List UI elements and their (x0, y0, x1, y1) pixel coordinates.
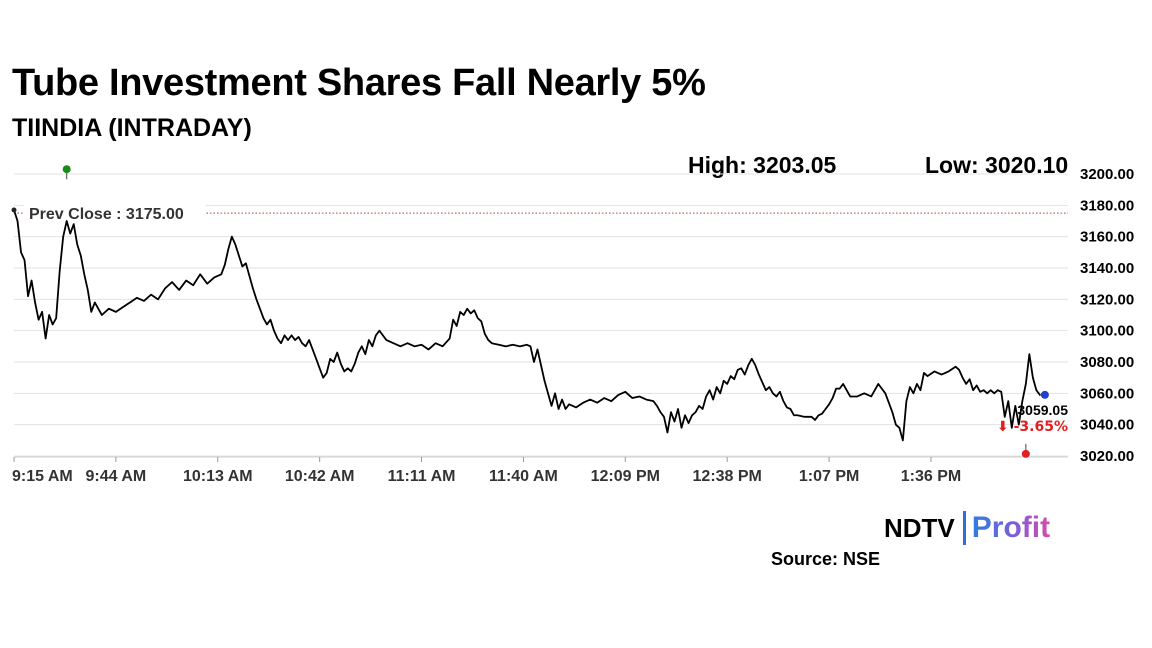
chart-title: Tube Investment Shares Fall Nearly 5% (12, 62, 706, 104)
last-change-label: ⬇ -3.65% (997, 419, 1068, 435)
logo-ndtv-text: NDTV (884, 512, 955, 543)
prev-close-label: Prev Close : 3175.00 (29, 206, 184, 223)
high-marker (62, 165, 71, 174)
axes: 3020.00 3040.00 3060.00 3080.00 3100.00 3120.… (12, 166, 1134, 485)
price-line (13, 209, 1041, 442)
last-price-marker (1040, 390, 1049, 399)
down-arrow-icon: ⬇ (997, 419, 1014, 435)
logo-divider (962, 511, 966, 545)
gridlines: Prev Close : 3175.00 (14, 173, 1068, 457)
y-tick-label: 3100.00 (1080, 323, 1134, 340)
low-marker (1021, 449, 1030, 458)
y-tick-label: 3120.00 (1080, 291, 1134, 308)
y-tick-label: 3080.00 (1080, 354, 1134, 371)
x-tick-label: 12:09 PM (591, 468, 660, 485)
series (11, 207, 1041, 442)
x-tick-label: 9:15 AM (12, 468, 73, 485)
y-tick-label: 3020.00 (1080, 448, 1134, 465)
y-tick-label: 3040.00 (1080, 417, 1134, 434)
ndtv-profit-logo: NDTV Profit (884, 508, 1050, 548)
open-point (11, 207, 17, 213)
x-tick-label: 10:42 AM (285, 468, 355, 485)
y-tick-label: 3180.00 (1080, 197, 1134, 214)
x-tick-label: 12:38 PM (693, 468, 762, 485)
x-tick-label: 1:07 PM (799, 468, 859, 485)
x-tick-label: 1:36 PM (901, 468, 961, 485)
x-tick-label: 11:11 AM (388, 468, 456, 485)
markers: 3059.05⬇ -3.65% (62, 165, 1068, 458)
prev-close-label-bg (24, 203, 206, 224)
x-tick-label: 9:44 AM (86, 468, 147, 485)
x-tick-label: 11:40 AM (489, 468, 558, 485)
change-percent: -3.65% (1014, 419, 1068, 435)
chart-subtitle: TIINDIA (INTRADAY) (12, 114, 252, 142)
y-tick-label: 3200.00 (1080, 166, 1134, 183)
y-tick-label: 3140.00 (1080, 260, 1134, 277)
y-tick-label: 3160.00 (1080, 229, 1134, 246)
last-price-label: 3059.05 (1017, 402, 1068, 418)
x-tick-label: 10:13 AM (183, 468, 253, 485)
logo-profit-text: Profit (971, 511, 1051, 544)
y-tick-label: 3060.00 (1080, 385, 1134, 402)
source-note: Source: NSE (771, 549, 881, 569)
